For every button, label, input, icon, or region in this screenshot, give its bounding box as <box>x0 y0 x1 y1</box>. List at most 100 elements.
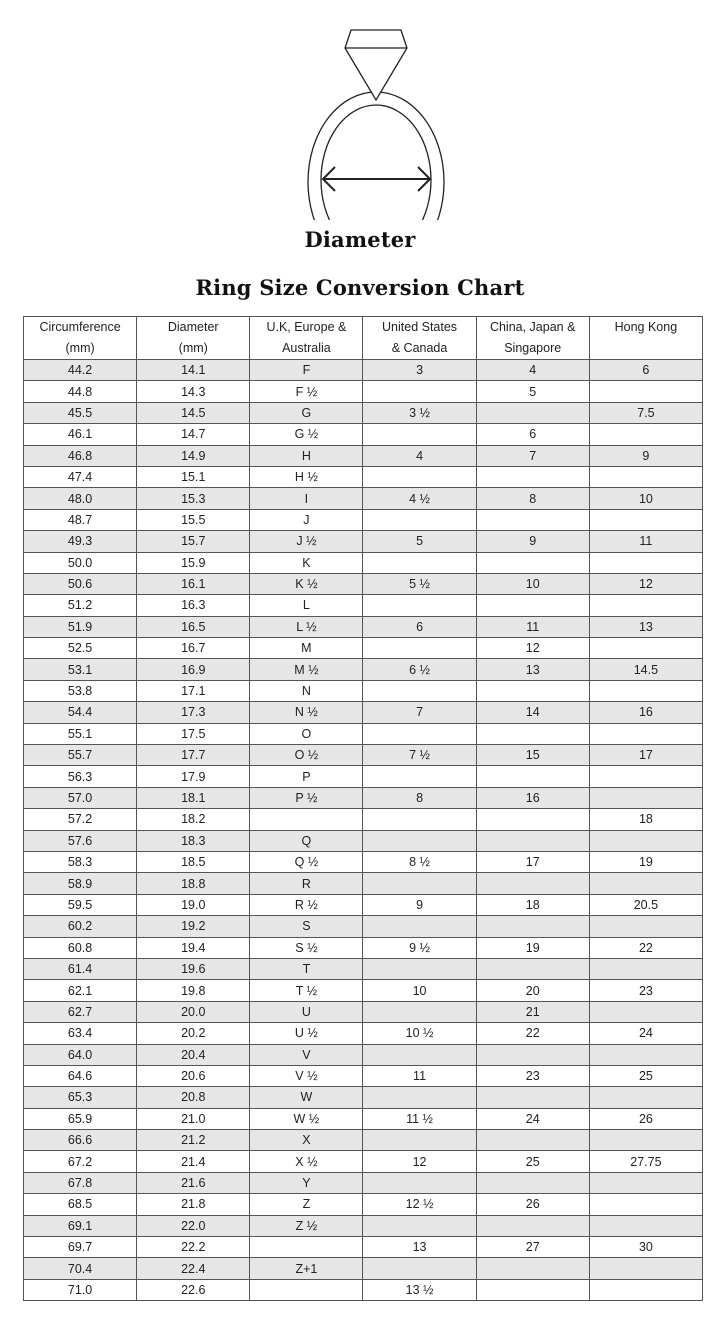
diagram-label: Diameter <box>304 227 416 252</box>
table-cell: 67.2 <box>22 1150 138 1173</box>
table-cell <box>362 380 477 403</box>
table-cell: 54.4 <box>22 701 138 724</box>
table-cell: 44.2 <box>22 358 138 382</box>
table-cell: 51.9 <box>22 615 138 639</box>
table-cell: H ½ <box>249 465 364 489</box>
table-cell: Y <box>249 1171 364 1195</box>
table-cell: 68.5 <box>22 1193 138 1216</box>
table-cell: 17.9 <box>136 765 251 788</box>
table-cell <box>362 594 477 617</box>
table-cell <box>588 465 704 489</box>
table-row: 50.0 15.9 K <box>22 551 704 574</box>
table-row: 67.2 21.4 X ½ 12 25 27.75 <box>22 1150 704 1173</box>
table-cell: 17.3 <box>136 701 251 724</box>
table-cell: 17.1 <box>136 679 251 703</box>
table-cell <box>588 551 704 574</box>
table-cell: 15.1 <box>136 465 251 489</box>
table-cell: 9 <box>588 444 704 467</box>
table-cell: 58.3 <box>22 850 138 874</box>
column-header: United States & Canada <box>362 316 477 360</box>
column-header-line: U.K, Europe & <box>266 320 347 334</box>
table-cell: 56.3 <box>22 765 138 788</box>
table-cell: 9 <box>362 893 477 917</box>
table-row: 69.1 22.0 Z ½ <box>22 1214 704 1238</box>
table-cell <box>362 1257 477 1280</box>
table-row: 52.5 16.7 M 12 <box>22 637 704 660</box>
table-cell: T <box>249 957 364 981</box>
table-cell: 6 <box>362 615 477 639</box>
table-cell: 19 <box>588 850 704 874</box>
table-cell <box>362 679 477 703</box>
table-cell: 15.9 <box>136 551 251 574</box>
table-row: 44.2 14.1 F 3 4 6 <box>22 358 704 382</box>
table-cell: 23 <box>588 979 704 1002</box>
table-cell: 50.0 <box>22 551 138 574</box>
table-cell <box>475 957 590 981</box>
table-cell: 53.8 <box>22 679 138 703</box>
table-cell: 20.8 <box>136 1086 251 1109</box>
table-cell: V <box>249 1043 364 1066</box>
table-cell: 27 <box>475 1236 590 1259</box>
table-cell <box>475 594 590 617</box>
table-cell: 13 <box>588 615 704 639</box>
table-cell: 11 ½ <box>362 1107 477 1131</box>
table-cell: 22.6 <box>136 1278 251 1302</box>
column-header-line: (mm) <box>178 341 208 355</box>
table-cell: 67.8 <box>22 1171 138 1195</box>
table-cell <box>475 401 590 425</box>
table-cell <box>588 508 704 532</box>
table-cell: 70.4 <box>22 1257 138 1280</box>
table-cell: O <box>249 722 364 746</box>
table-cell: 22.0 <box>136 1214 251 1238</box>
table-cell: 3 <box>362 358 477 382</box>
table-cell: 18 <box>588 808 704 831</box>
table-cell <box>249 1236 364 1259</box>
table-cell: 47.4 <box>22 465 138 489</box>
table-cell <box>588 1214 704 1238</box>
table-cell <box>475 1171 590 1195</box>
table-cell <box>588 1129 704 1152</box>
table-cell: 20.2 <box>136 1022 251 1045</box>
table-cell: 8 ½ <box>362 850 477 874</box>
table-cell: 8 <box>475 487 590 510</box>
table-cell: Z <box>249 1193 364 1216</box>
table-cell: J ½ <box>249 530 364 553</box>
column-header-line: Australia <box>282 341 331 355</box>
table-cell <box>362 637 477 660</box>
table-cell: M <box>249 637 364 660</box>
table-cell <box>362 423 477 446</box>
table-cell: 59.5 <box>22 893 138 917</box>
table-cell <box>362 915 477 938</box>
column-header: Circumference (mm) <box>22 316 138 360</box>
table-cell: 12 <box>588 572 704 596</box>
table-cell: 16.3 <box>136 594 251 617</box>
table-row: 69.7 22.2 13 27 30 <box>22 1236 704 1259</box>
table-cell: 18.8 <box>136 872 251 895</box>
table-cell <box>362 1129 477 1152</box>
table-row: 60.2 19.2 S <box>22 915 704 938</box>
table-cell: Q ½ <box>249 850 364 874</box>
table-cell <box>588 1086 704 1109</box>
table-row: 64.0 20.4 V <box>22 1043 704 1066</box>
table-row: 49.3 15.7 J ½ 5 9 11 <box>22 530 704 553</box>
table-cell: R ½ <box>249 893 364 917</box>
table-cell: 52.5 <box>22 637 138 660</box>
table-cell: 21 <box>475 1000 590 1024</box>
table-cell: 19 <box>475 936 590 959</box>
table-cell: 23 <box>475 1064 590 1088</box>
table-cell: 64.0 <box>22 1043 138 1066</box>
table-cell <box>588 637 704 660</box>
table-cell: J <box>249 508 364 532</box>
table-cell: U ½ <box>249 1022 364 1045</box>
table-row: 51.2 16.3 L <box>22 594 704 617</box>
table-cell: 20.6 <box>136 1064 251 1088</box>
table-cell <box>362 872 477 895</box>
table-cell <box>362 957 477 981</box>
table-cell <box>475 465 590 489</box>
table-cell: I <box>249 487 364 510</box>
table-cell: 17 <box>475 850 590 874</box>
table-cell <box>588 915 704 938</box>
table-cell: 16.1 <box>136 572 251 596</box>
table-row: 61.4 19.6 T <box>22 957 704 981</box>
